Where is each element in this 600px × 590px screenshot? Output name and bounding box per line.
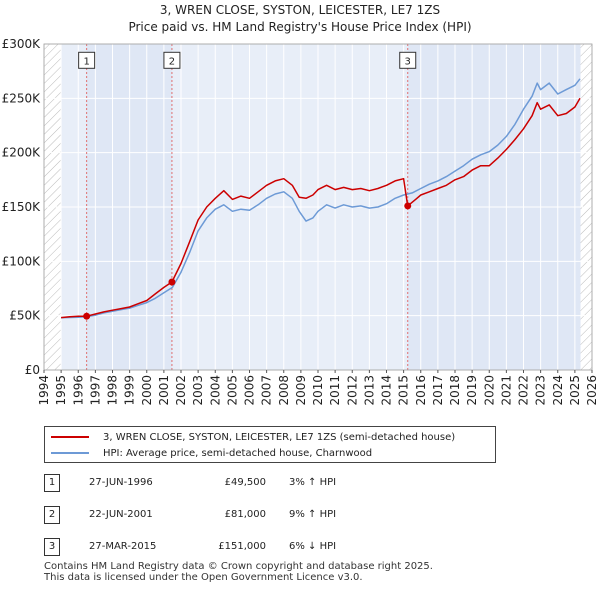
legend-line-hpi	[51, 452, 89, 454]
x-tick-label: 2015	[397, 375, 411, 406]
sale-point-3	[404, 202, 412, 210]
legend-line-property	[51, 436, 89, 438]
sale-number-badge: 3	[44, 538, 60, 556]
sale-marker-box-3	[399, 51, 417, 69]
sale-marker-label-3: 3	[405, 56, 411, 67]
x-tick-label: 2022	[517, 375, 531, 406]
footer-line-2: This data is licensed under the Open Gov…	[44, 572, 363, 583]
sale-marker-label-1: 1	[83, 56, 89, 67]
y-tick-label: £200K	[2, 146, 42, 160]
y-tick-label: £0	[25, 363, 40, 377]
x-tick-label: 1995	[54, 375, 68, 406]
x-tick-label: 2013	[362, 375, 376, 406]
x-tick-label: 2005	[225, 375, 239, 406]
legend-label-hpi: HPI: Average price, semi-detached house,…	[103, 447, 373, 459]
x-tick-label: 2009	[294, 375, 308, 406]
footer-line-1: Contains HM Land Registry data © Crown c…	[44, 561, 433, 572]
x-tick-label: 2007	[260, 375, 274, 406]
x-tick-label: 2021	[499, 375, 513, 406]
sale-price: £151,000	[218, 541, 266, 552]
sale-marker-box-2	[163, 51, 181, 69]
legend-entry-property: 3, WREN CLOSE, SYSTON, LEICESTER, LE7 1Z…	[51, 430, 455, 444]
sale-number-badge: 2	[44, 506, 60, 524]
sale-hpi-diff: 6% ↓ HPI	[289, 541, 337, 552]
x-tick-label: 2006	[243, 375, 257, 406]
x-tick-label: 2019	[465, 375, 479, 406]
x-tick-label: 2002	[174, 375, 188, 406]
chart-title-block: 3, WREN CLOSE, SYSTON, LEICESTER, LE7 1Z…	[0, 2, 600, 36]
x-tick-label: 1998	[106, 375, 120, 406]
sale-date: 22-JUN-2001	[89, 509, 153, 520]
sale-hpi-diff: 9% ↑ HPI	[289, 509, 337, 520]
sale-number-badge: 1	[44, 474, 60, 492]
x-tick-label: 2008	[277, 375, 291, 406]
x-tick-label: 2023	[534, 375, 548, 406]
series-line-hpi	[61, 78, 581, 319]
chart-title: 3, WREN CLOSE, SYSTON, LEICESTER, LE7 1Z…	[159, 3, 441, 17]
y-tick-label: £50K	[9, 309, 41, 323]
sale-marker-label-2: 2	[169, 56, 175, 67]
x-tick-label: 2025	[568, 375, 582, 406]
x-tick-label: 1994	[37, 375, 51, 406]
sale-price: £49,500	[224, 477, 266, 488]
sale-point-1	[83, 312, 91, 320]
y-tick-label: £300K	[2, 37, 42, 51]
chart-legend: 3, WREN CLOSE, SYSTON, LEICESTER, LE7 1Z…	[44, 426, 496, 463]
legend-label-property: 3, WREN CLOSE, SYSTON, LEICESTER, LE7 1Z…	[103, 431, 456, 443]
x-tick-label: 1996	[71, 375, 85, 406]
y-tick-label: £100K	[2, 254, 42, 268]
x-tick-label: 2010	[311, 375, 325, 406]
x-tick-label: 1997	[88, 375, 102, 406]
x-tick-label: 2020	[482, 375, 496, 406]
x-tick-label: 2016	[414, 375, 428, 406]
sale-price: £81,000	[224, 509, 266, 520]
sale-point-2	[168, 278, 176, 286]
x-tick-label: 2012	[345, 375, 359, 406]
x-tick-label: 2024	[551, 375, 565, 406]
x-tick-label: 2001	[157, 375, 171, 406]
sale-date: 27-MAR-2015	[89, 541, 157, 552]
x-tick-label: 2014	[380, 375, 394, 406]
footer-attribution: Contains HM Land Registry data © Crown c…	[44, 561, 433, 583]
x-tick-label: 2018	[448, 375, 462, 406]
x-tick-label: 2004	[208, 375, 222, 406]
y-tick-label: £250K	[2, 91, 42, 105]
x-tick-label: 2011	[328, 375, 342, 406]
series-line-property	[61, 97, 581, 319]
sale-date: 27-JUN-1996	[89, 477, 153, 488]
sale-marker-box-1	[78, 51, 96, 69]
x-tick-label: 1999	[123, 375, 137, 406]
x-tick-label: 2017	[431, 375, 445, 406]
x-tick-label: 2000	[140, 375, 154, 406]
legend-entry-hpi: HPI: Average price, semi-detached house,…	[51, 446, 372, 460]
y-tick-label: £150K	[2, 200, 42, 214]
chart-subtitle: Price paid vs. HM Land Registry's House …	[128, 20, 472, 34]
sale-hpi-diff: 3% ↑ HPI	[289, 477, 337, 488]
x-tick-label: 2026	[585, 375, 599, 406]
x-tick-label: 2003	[191, 375, 205, 406]
